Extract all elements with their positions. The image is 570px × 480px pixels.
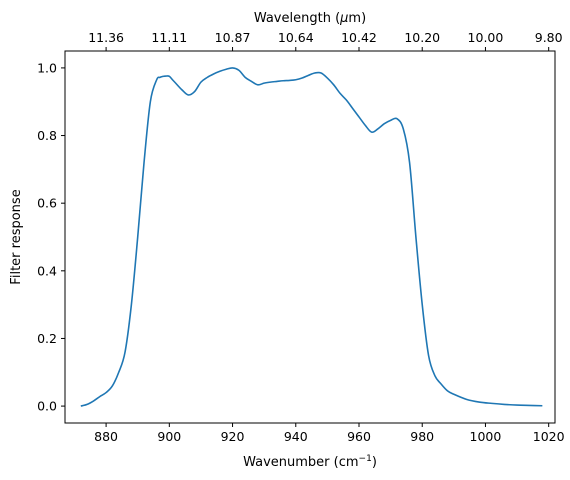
y-tick-label: 0.4: [37, 263, 57, 278]
x-axis-label-superscript: −1: [359, 454, 372, 464]
top-tick-label: 11.11: [151, 30, 187, 45]
y-tick-label: 0.0: [37, 399, 57, 414]
y-tick-label: 0.2: [37, 331, 57, 346]
y-axis: 0.0 0.2 0.4 0.6 0.8 1.0: [37, 60, 65, 414]
top-tick-label: 11.36: [88, 30, 124, 45]
x-tick-label: 1020: [533, 429, 565, 444]
x-axis-label: Wavenumber (cm−1): [243, 454, 377, 470]
top-x-axis-label: Wavelength (μm): [254, 11, 366, 26]
top-x-axis-label-text: Wavelength (: [254, 11, 340, 26]
y-tick-label: 0.8: [37, 128, 57, 143]
x-axis-label-end: ): [372, 455, 377, 470]
x-tick-label: 980: [410, 429, 434, 444]
y-tick-label: 0.6: [37, 196, 57, 211]
top-tick-label: 10.87: [215, 30, 251, 45]
top-tick-label: 10.42: [341, 30, 377, 45]
top-tick-label: 9.80: [535, 30, 563, 45]
x-tick-label: 960: [347, 429, 371, 444]
x-tick-label: 1000: [470, 429, 502, 444]
response-curve: [80, 67, 543, 407]
x-tick-label: 920: [221, 429, 245, 444]
x-axis-label-text: Wavenumber (cm: [243, 455, 358, 470]
y-axis-label: Filter response: [9, 189, 24, 284]
top-x-axis-label-mu: μ: [339, 11, 348, 26]
x-tick-label: 880: [94, 429, 118, 444]
y-tick-label: 1.0: [37, 60, 57, 75]
top-tick-label: 10.20: [404, 30, 440, 45]
plot-frame: [64, 50, 556, 424]
bottom-x-axis: 880 900 920 940 960 980 1000 1020: [94, 423, 565, 444]
top-x-axis: 11.36 11.11 10.87 10.64 10.42 10.20 10.00 9.80: [88, 30, 563, 51]
x-tick-label: 900: [157, 429, 181, 444]
top-tick-label: 10.00: [468, 30, 504, 45]
x-tick-label: 940: [284, 429, 308, 444]
top-x-axis-label-end: m): [348, 11, 366, 26]
top-tick-label: 10.64: [278, 30, 314, 45]
